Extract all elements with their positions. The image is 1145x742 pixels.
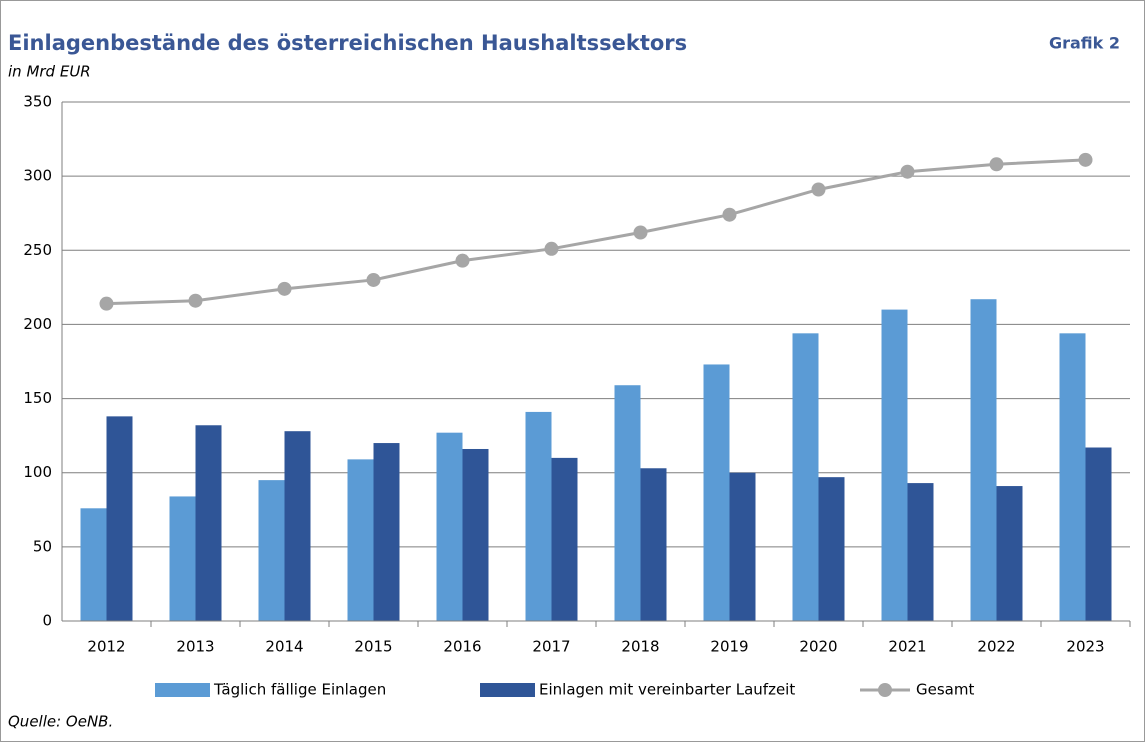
x-tick-label: 2017 bbox=[532, 638, 570, 656]
bar bbox=[436, 432, 463, 621]
x-tick-label: 2018 bbox=[621, 638, 659, 656]
x-tick-label: 2020 bbox=[799, 638, 837, 656]
x-tick-label: 2023 bbox=[1066, 638, 1104, 656]
bar bbox=[284, 431, 311, 621]
legend-label: Täglich fällige Einlagen bbox=[213, 681, 386, 699]
x-tick-label: 2021 bbox=[888, 638, 926, 656]
bar bbox=[1059, 333, 1086, 621]
line bbox=[106, 158, 1086, 306]
bar bbox=[881, 309, 908, 621]
y-tick-label: 350 bbox=[23, 93, 52, 111]
x-tick-label: 2013 bbox=[176, 638, 214, 656]
bar bbox=[970, 299, 997, 621]
y-tick-label: 100 bbox=[23, 463, 52, 481]
bar bbox=[462, 448, 489, 621]
bar bbox=[1085, 447, 1112, 621]
legend-swatch bbox=[480, 683, 535, 697]
line-marker bbox=[277, 281, 292, 296]
line-marker bbox=[366, 272, 381, 287]
bar bbox=[729, 472, 756, 621]
bar bbox=[169, 496, 196, 621]
legend-swatch bbox=[155, 683, 210, 697]
legend-label: Gesamt bbox=[916, 681, 974, 699]
line-marker bbox=[900, 164, 915, 179]
y-tick-label: 0 bbox=[42, 612, 52, 630]
y-tick-label: 250 bbox=[23, 241, 52, 259]
bar bbox=[614, 385, 641, 621]
subtitle: in Mrd EUR bbox=[8, 63, 91, 81]
bar bbox=[80, 508, 107, 621]
line-marker bbox=[99, 296, 114, 311]
y-tick-label: 300 bbox=[23, 167, 52, 185]
legend-label: Einlagen mit vereinbarter Laufzeit bbox=[539, 681, 795, 699]
y-tick-label: 200 bbox=[23, 315, 52, 333]
bar bbox=[996, 486, 1023, 621]
y-tick-label: 50 bbox=[33, 537, 52, 555]
line-marker bbox=[1078, 152, 1093, 167]
bar bbox=[373, 443, 400, 621]
line-marker bbox=[633, 225, 648, 240]
line-marker bbox=[989, 157, 1004, 172]
x-tick-label: 2014 bbox=[265, 638, 303, 656]
bar bbox=[703, 364, 730, 621]
x-tick-label: 2012 bbox=[87, 638, 125, 656]
x-tick-label: 2019 bbox=[710, 638, 748, 656]
source: Quelle: OeNB. bbox=[8, 713, 113, 731]
bar bbox=[525, 411, 552, 621]
bar bbox=[258, 480, 285, 621]
legend-swatch bbox=[878, 683, 892, 697]
bar bbox=[640, 468, 667, 621]
line-marker bbox=[455, 253, 470, 268]
line-marker bbox=[188, 293, 203, 308]
bar bbox=[818, 477, 845, 621]
bar bbox=[195, 425, 222, 621]
bar bbox=[792, 333, 819, 621]
x-tick-label: 2016 bbox=[443, 638, 481, 656]
x-tick-label: 2022 bbox=[977, 638, 1015, 656]
x-tick-label: 2015 bbox=[354, 638, 392, 656]
chart-label: Grafik 2 bbox=[1049, 34, 1120, 53]
line-marker bbox=[544, 241, 559, 256]
bar bbox=[347, 459, 374, 621]
bar bbox=[106, 416, 133, 621]
line-marker bbox=[722, 207, 737, 222]
chart-title: Einlagenbestände des österreichischen Ha… bbox=[8, 31, 687, 55]
y-tick-label: 150 bbox=[23, 389, 52, 407]
line-marker bbox=[811, 182, 826, 197]
bar bbox=[907, 483, 934, 621]
bar bbox=[551, 457, 578, 621]
